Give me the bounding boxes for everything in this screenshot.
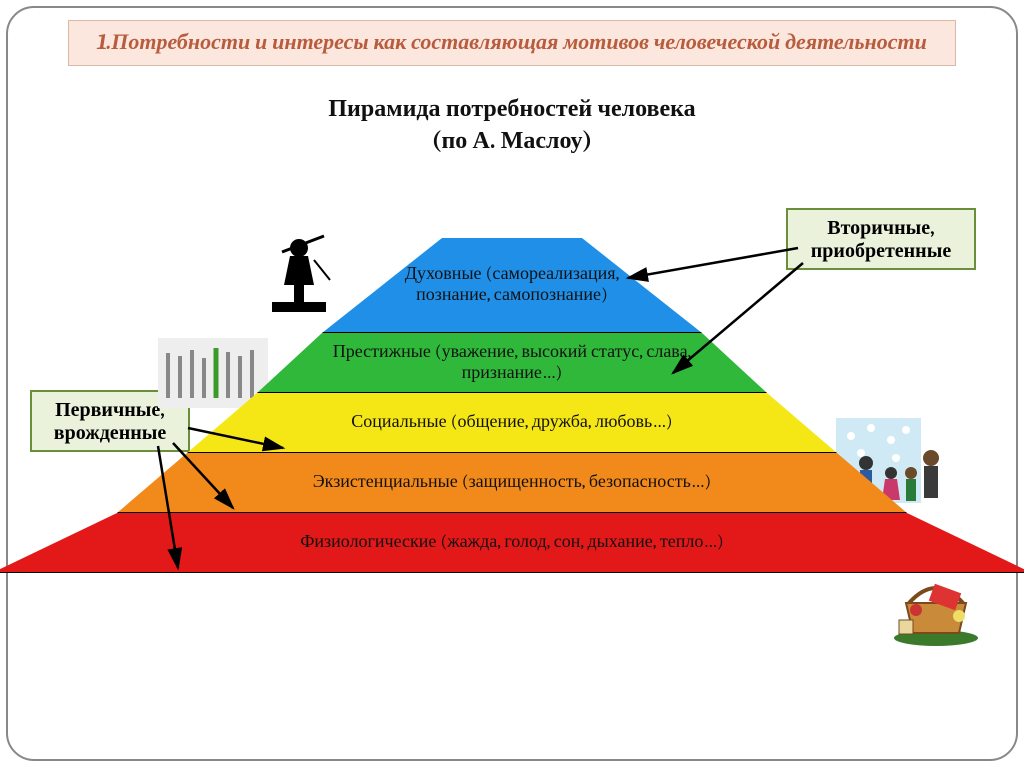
pyramid-layer-label-1: Престижные (уважение, высокий статус, сл… xyxy=(286,342,738,383)
diagram-stage: Вторичные, приобретенные Первичные, врож… xyxy=(8,208,1016,749)
pyramid-layer-4: Физиологические (жажда, голод, сон, дыха… xyxy=(0,513,1024,573)
pyramid-title: Пирамида потребностей человека (по А. Ма… xyxy=(8,92,1016,157)
pyramid-layer-2: Социальные (общение, дружба, любовь…) xyxy=(187,393,837,453)
pyramid-layer-label-0: Духовные (самореализация, познание, само… xyxy=(376,264,648,305)
pyramid-layer-1: Престижные (уважение, высокий статус, сл… xyxy=(257,333,767,393)
pyramid-layer-3: Экзистенциальные (защищенность, безопасн… xyxy=(117,453,907,513)
pyramid-layer-label-3: Экзистенциальные (защищенность, безопасн… xyxy=(313,472,711,493)
slide-header: 1.Потребности и интересы как составляюща… xyxy=(68,20,956,66)
maslow-pyramid: Духовные (самореализация, познание, само… xyxy=(62,238,962,633)
pyramid-title-line2: (по А. Маслоу) xyxy=(8,124,1016,156)
slide-frame: 1.Потребности и интересы как составляюща… xyxy=(6,6,1018,761)
pyramid-layer-label-4: Физиологические (жажда, голод, сон, дыха… xyxy=(300,532,724,553)
pyramid-layer-0: Духовные (самореализация, познание, само… xyxy=(322,238,702,333)
pyramid-title-line1: Пирамида потребностей человека xyxy=(8,92,1016,124)
pyramid-layer-label-2: Социальные (общение, дружба, любовь…) xyxy=(351,412,672,433)
